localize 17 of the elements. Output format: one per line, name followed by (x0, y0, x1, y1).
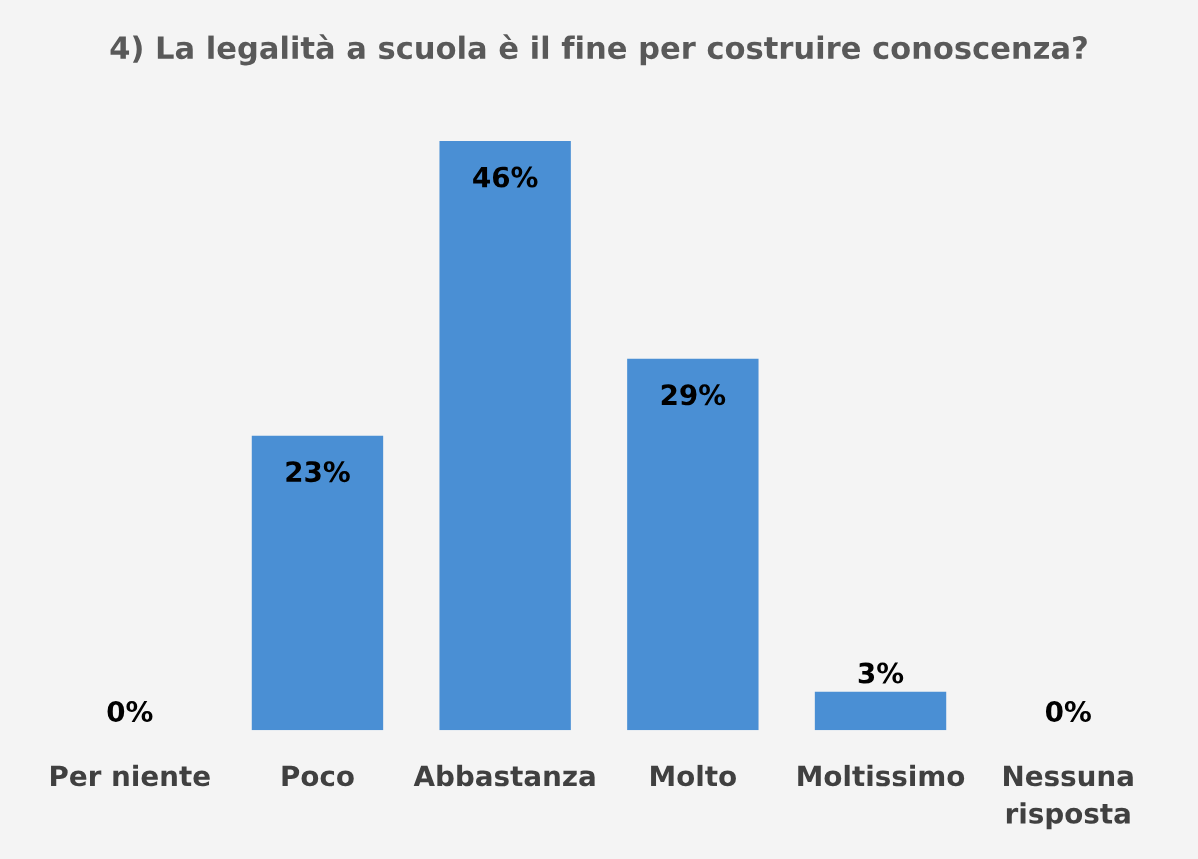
x-tick-label: Nessuna risposta (1004, 765, 1133, 830)
x-tick-label: Moltissimo (798, 764, 965, 787)
data-label: 3% (858, 662, 904, 684)
x-tick-label: Molto (651, 764, 736, 787)
data-label: 0% (107, 700, 153, 722)
x-tick-label: Poco (282, 765, 354, 787)
data-label: 0% (1045, 700, 1091, 722)
data-label: 29% (661, 384, 726, 406)
bar (439, 141, 571, 731)
x-tick-label: Per niente (51, 764, 210, 787)
x-tick-label: Abbastanza (413, 764, 595, 787)
data-label: 23% (286, 461, 350, 483)
bar (627, 358, 759, 731)
bar (251, 435, 384, 731)
data-label: 46% (473, 166, 538, 188)
bar (814, 691, 947, 731)
chart-title: 4) La legalità a scuola è il fine per costruire conoscenza? (110, 34, 1087, 66)
